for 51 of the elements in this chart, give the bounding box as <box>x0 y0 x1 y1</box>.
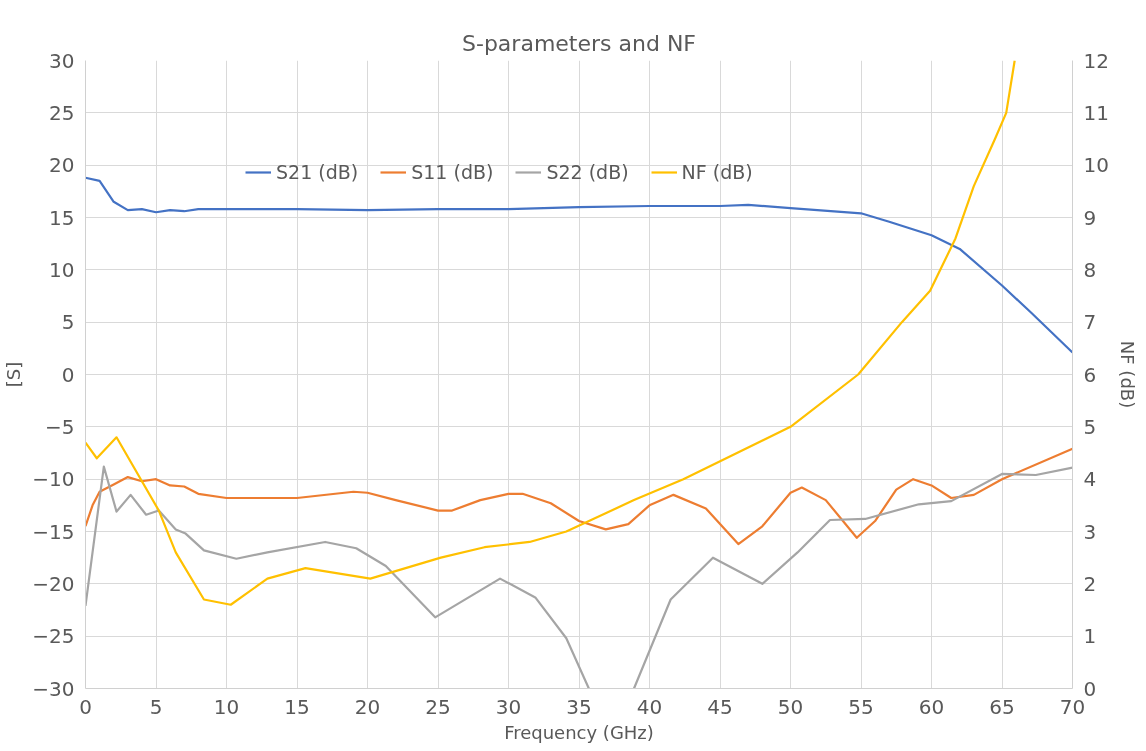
y2-tick-label: 3 <box>1083 519 1097 544</box>
y2-axis-title: NF (dB) <box>1116 340 1138 409</box>
x-tick-label: 15 <box>284 694 310 719</box>
y-tick-label: −10 <box>32 467 75 492</box>
y-tick-label: 20 <box>49 153 75 178</box>
y-tick-label: −30 <box>32 676 75 701</box>
y2-tick-label: 10 <box>1083 153 1109 178</box>
x-tick-label: 25 <box>425 694 451 719</box>
x-tick-label: 40 <box>636 694 663 719</box>
x-tick-label: 10 <box>213 694 240 719</box>
x-tick-label: 70 <box>1059 694 1086 719</box>
y-axis-title: [S] <box>3 361 25 388</box>
x-tick-label: 5 <box>149 694 163 719</box>
legend-label: S22 (dB) <box>546 161 629 183</box>
x-tick-label: 65 <box>989 694 1015 719</box>
y-tick-label: 0 <box>61 362 75 387</box>
x-tick-label: 30 <box>495 694 522 719</box>
y-tick-label: 5 <box>61 310 75 335</box>
y2-tick-label: 2 <box>1083 571 1097 596</box>
x-tick-label: 50 <box>777 694 804 719</box>
y2-tick-label: 6 <box>1083 362 1097 387</box>
y-tick-label: 30 <box>49 48 75 73</box>
line-series <box>85 447 1073 546</box>
line-series <box>85 60 1016 606</box>
legend-label: S11 (dB) <box>411 161 494 183</box>
chart-title: S-parameters and NF <box>462 30 696 56</box>
y2-tick-label: 7 <box>1083 310 1097 335</box>
y-tick-label: 10 <box>49 257 75 282</box>
y-tick-label: −5 <box>45 414 75 439</box>
x-axis-title: Frequency (GHz) <box>504 721 654 743</box>
y-tick-label: −15 <box>32 519 75 544</box>
x-tick-label: 45 <box>707 694 733 719</box>
y2-tick-label: 4 <box>1083 467 1097 492</box>
y-tick-label: −20 <box>32 571 75 596</box>
y2-tick-label: 1 <box>1083 624 1097 649</box>
x-tick-label: 20 <box>354 694 381 719</box>
legend-label: NF (dB) <box>681 161 753 183</box>
y-tick-label: 15 <box>49 205 75 230</box>
x-tick-label: 55 <box>848 694 874 719</box>
y2-tick-label: 9 <box>1083 205 1097 230</box>
y2-tick-label: 8 <box>1083 257 1097 282</box>
x-tick-label: 60 <box>918 694 945 719</box>
y2-tick-label: 11 <box>1083 100 1109 125</box>
y2-tick-label: 5 <box>1083 414 1097 439</box>
x-tick-label: 35 <box>566 694 592 719</box>
y-tick-label: 25 <box>49 100 75 125</box>
legend-label: S21 (dB) <box>276 161 359 183</box>
y2-tick-label: 0 <box>1083 676 1097 701</box>
y2-tick-label: 12 <box>1083 48 1109 73</box>
y-tick-label: −25 <box>32 624 75 649</box>
x-tick-label: 0 <box>79 694 92 719</box>
